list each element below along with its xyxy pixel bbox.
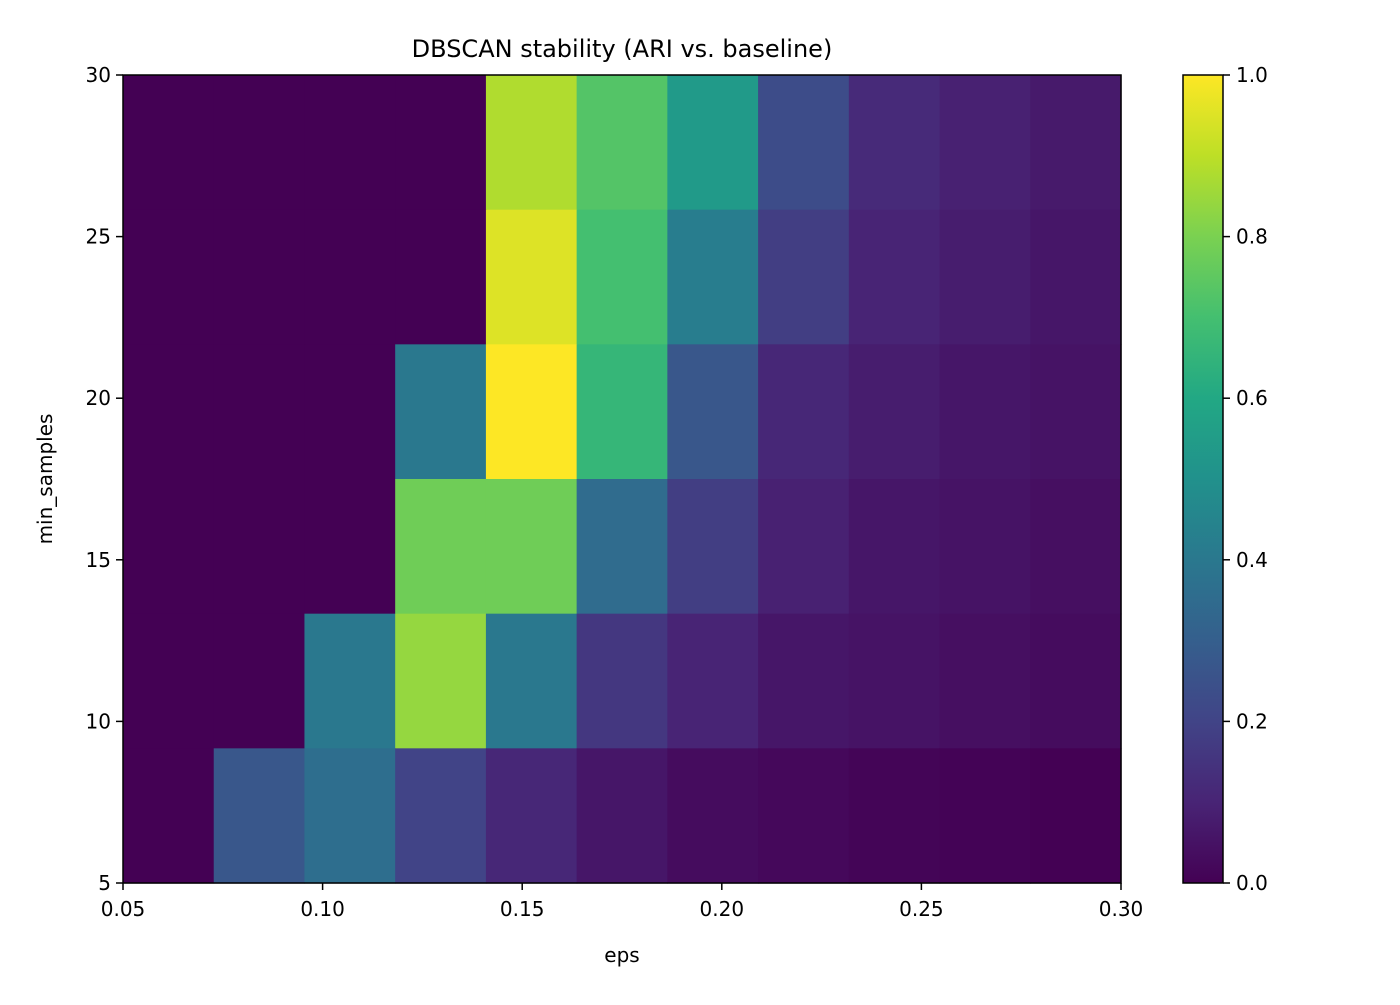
heatmap-cell (304, 748, 396, 884)
heatmap-cell (576, 344, 668, 480)
heatmap-cell (304, 613, 396, 749)
heatmap-cell (939, 748, 1031, 884)
heatmap-cell (848, 75, 941, 211)
heatmap-cell (123, 209, 215, 345)
heatmap-cell (485, 344, 578, 480)
heatmap-cell (848, 209, 941, 345)
x-tick-label: 0.25 (899, 897, 944, 921)
heatmap-cell (304, 479, 396, 615)
y-tick-label: 25 (86, 225, 111, 249)
x-tick-label: 0.15 (500, 897, 545, 921)
heatmap-cell (485, 613, 578, 749)
heatmap-cell (213, 748, 306, 884)
heatmap-cell (939, 209, 1031, 345)
heatmap-cell (1030, 479, 1122, 615)
heatmap-cell (576, 75, 668, 211)
heatmap-cell (667, 479, 759, 615)
x-tick-label: 0.20 (700, 897, 745, 921)
heatmap-cell (667, 344, 759, 480)
heatmap-cell (758, 479, 850, 615)
heatmap-cell (758, 75, 850, 211)
x-tick-label: 0.30 (1099, 897, 1144, 921)
y-axis: 5 10 15 20 25 30 (86, 63, 123, 895)
heatmap-cell (939, 479, 1031, 615)
y-axis-label: min_samples (33, 414, 57, 545)
heatmap-cell (213, 209, 306, 345)
heatmap-cell (395, 209, 487, 345)
heatmap-cell (667, 75, 759, 211)
heatmap-cell (1030, 613, 1122, 749)
heatmap-cell (213, 75, 306, 211)
heatmap-cell (304, 75, 396, 211)
heatmap-cell (576, 748, 668, 884)
heatmap-cell (485, 75, 578, 211)
heatmap-cell (123, 75, 215, 211)
heatmap-cell (1030, 209, 1122, 345)
colorbar-tick-label: 0.6 (1236, 386, 1268, 410)
heatmap-cell (395, 479, 487, 615)
heatmap-cell (213, 613, 306, 749)
heatmap-cell (213, 344, 306, 480)
heatmap-cell (848, 613, 941, 749)
y-tick-label: 15 (86, 548, 111, 572)
plot-frame (122, 74, 1122, 884)
heatmap-cell (123, 479, 215, 615)
colorbar-tick-label: 1.0 (1236, 63, 1268, 87)
heatmap-cell (395, 613, 487, 749)
y-tick-label: 30 (86, 63, 111, 87)
heatmap-cell (1030, 344, 1122, 480)
y-tick-label: 10 (86, 709, 111, 733)
heatmap-cell (213, 479, 306, 615)
heatmap-cell (758, 613, 850, 749)
heatmap-cell (123, 748, 215, 884)
heatmap-cell (304, 209, 396, 345)
heatmap-cell (485, 479, 578, 615)
heatmap-cell (848, 479, 941, 615)
heatmap-cell (576, 479, 668, 615)
heatmap-cell (758, 209, 850, 345)
heatmap-cell (485, 209, 578, 345)
heatmap-cell (123, 613, 215, 749)
heatmap-cell (667, 748, 759, 884)
colorbar-tick-label: 0.2 (1236, 709, 1268, 733)
colorbar-tick-label: 0.8 (1236, 225, 1268, 249)
colorbar: 0.0 0.2 0.4 0.6 0.8 1.0 (1182, 63, 1268, 895)
heatmap-cell (395, 75, 487, 211)
x-tick-label: 0.05 (101, 897, 146, 921)
heatmap-cell (848, 748, 941, 884)
colorbar-gradient (1182, 74, 1224, 884)
heatmap-cell (1030, 75, 1122, 211)
heatmap-cells (123, 75, 1122, 884)
y-tick-label: 20 (86, 386, 111, 410)
heatmap-cell (848, 344, 941, 480)
heatmap-cell (939, 75, 1031, 211)
colorbar-tick-label: 0.0 (1236, 871, 1268, 895)
heatmap-cell (758, 748, 850, 884)
heatmap-cell (485, 748, 578, 884)
heatmap-cell (939, 344, 1031, 480)
x-axis: 0.05 0.10 0.15 0.20 0.25 0.30 (101, 883, 1144, 921)
heatmap-cell (758, 344, 850, 480)
chart-title: DBSCAN stability (ARI vs. baseline) (412, 35, 833, 63)
heatmap-cell (1030, 748, 1122, 884)
heatmap-cell (667, 209, 759, 345)
heatmap-cell (576, 613, 668, 749)
x-tick-label: 0.10 (300, 897, 345, 921)
x-axis-label: eps (604, 943, 639, 967)
heatmap-cell (667, 613, 759, 749)
heatmap-cell (939, 613, 1031, 749)
heatmap-cell (395, 748, 487, 884)
heatmap-cell (395, 344, 487, 480)
heatmap-cell (576, 209, 668, 345)
y-tick-label: 5 (98, 871, 111, 895)
colorbar-tick-label: 0.4 (1236, 548, 1268, 572)
heatmap-cell (123, 344, 215, 480)
heatmap-cell (304, 344, 396, 480)
